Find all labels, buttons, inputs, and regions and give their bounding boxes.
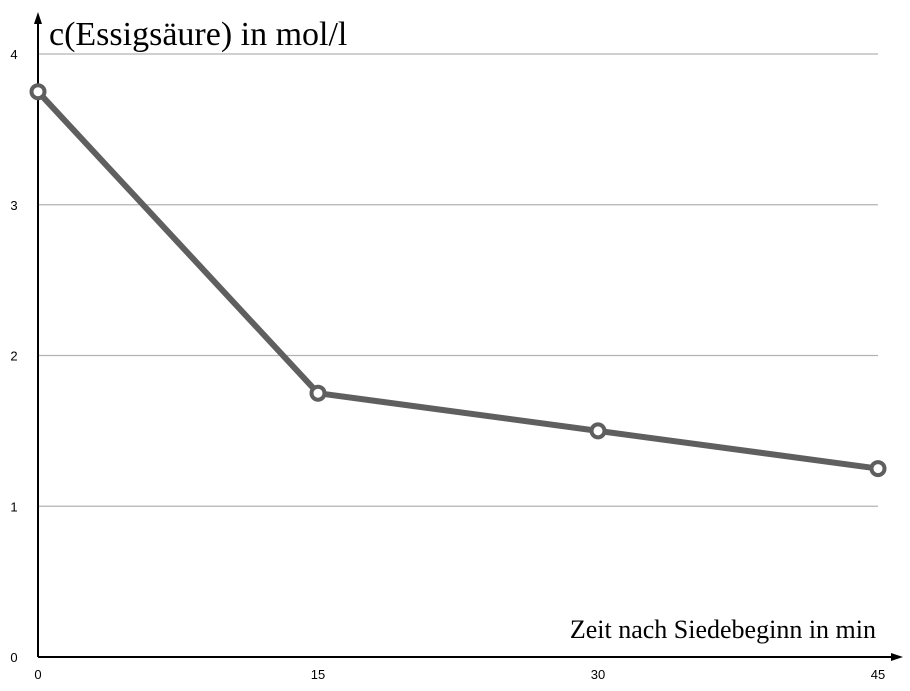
data-point xyxy=(309,384,327,402)
x-tick-label: 45 xyxy=(871,667,885,682)
x-tick-label: 0 xyxy=(34,667,41,682)
data-point xyxy=(29,83,47,101)
data-point xyxy=(589,422,607,440)
y-axis-arrow xyxy=(34,12,42,24)
gridlines xyxy=(38,53,878,507)
y-tick-label: 0 xyxy=(10,650,17,665)
x-tick-label: 15 xyxy=(311,667,325,682)
data-point xyxy=(869,460,887,478)
series-line xyxy=(35,88,881,472)
x-tick-label: 30 xyxy=(591,667,605,682)
y-tick-label: 2 xyxy=(10,349,17,364)
x-axis-arrow xyxy=(891,653,903,661)
y-tick-label: 4 xyxy=(10,47,17,62)
y-tick-label: 3 xyxy=(10,198,17,213)
x-axis-label: Zeit nach Siedebeginn in min xyxy=(570,615,876,644)
y-tick-labels: 0 1 2 3 4 xyxy=(10,47,17,665)
series xyxy=(29,83,887,478)
y-axis-label: c(Essigsäure) in mol/l xyxy=(49,16,347,53)
axes xyxy=(34,12,903,661)
x-tick-labels: 0 15 30 45 xyxy=(34,667,885,682)
y-tick-label: 1 xyxy=(10,499,17,514)
